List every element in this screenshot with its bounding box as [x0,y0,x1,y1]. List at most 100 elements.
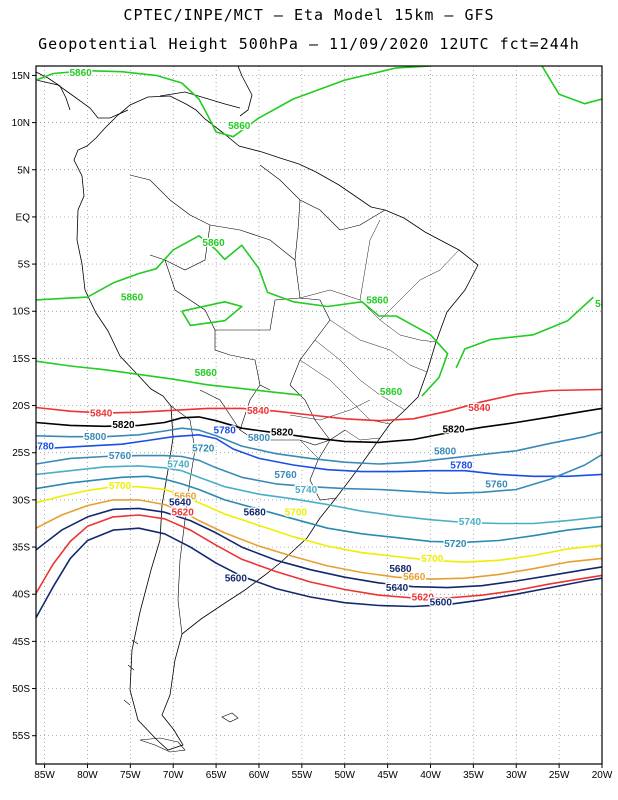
contour-5860 [36,360,302,396]
country-borders [129,164,386,635]
lat-tick-label: 30S [12,495,30,506]
contour-label-5640: 5680 [244,508,267,519]
lat-tick-label: 50S [12,684,30,695]
lon-tick-label: 80W [77,770,98,781]
height-contours [36,66,602,619]
contour-label-5860: 5860 [121,293,144,304]
axis-ticks: 15N 10N 5N EQ 5S 10S 15S 20S 25S 30S 35S 40S 45S 50S 5… [12,71,613,781]
contour-5740 [36,465,602,525]
map-frame [35,65,603,765]
tierra-del-fuego [123,639,186,753]
lat-tick-label: 15S [12,354,30,365]
lon-tick-label: 85W [34,770,55,781]
contour-5700 [36,485,602,563]
contour-label-5840: 5840 [247,406,270,417]
contour-label-5700: 5700 [421,554,444,565]
lon-tick-label: 35W [463,770,484,781]
title-line-1: CPTEC/INPE/MCT – Eta Model 15km – GFS [123,6,495,24]
lon-tick-label: 75W [120,770,141,781]
lat-tick-label: 35S [12,543,30,554]
contour-label-5860: 5860 [228,121,251,132]
contour-label-5740: 5740 [459,517,482,528]
lon-tick-label: 45W [377,770,398,781]
lat-tick-label: 5N [17,165,30,176]
lat-tick-label: EQ [16,212,31,223]
contour-label-5860: 5860 [195,368,218,379]
lon-tick-label: 55W [292,770,313,781]
contour-label-5860: 5860 [202,238,225,249]
lon-tick-label: 70W [163,770,184,781]
contour-label-5800: 5800 [84,432,107,443]
lat-tick-label: 55S [12,731,30,742]
contour-label-5860: 5860 [174,58,197,69]
contour-label-5780: 5780 [214,426,237,437]
contour-5720 [36,475,602,544]
contour-5860 [36,235,449,397]
contour-5860 [36,66,431,138]
contour-label-5640: 5640 [169,497,192,508]
lon-tick-label: 25W [549,770,570,781]
contour-5840 [36,388,602,422]
lat-tick-label: 40S [12,590,30,601]
contour-label-5780: 5780 [450,460,473,471]
falkland-islands [221,712,239,723]
contour-label-5860: 5860 [366,295,389,306]
contour-5780 [36,434,602,478]
contour-label-5760: 5760 [485,479,508,490]
contour-label-5720: 5720 [444,539,467,550]
contour-label-5800: 5800 [434,446,457,457]
contour-5640 [36,507,602,589]
contour-label-5860: 5860 [595,299,618,310]
contour-label-5700: 5700 [109,481,132,492]
contour-label-5680: 5660 [174,492,197,503]
lat-tick-label: 20S [12,401,30,412]
contour-5600 [36,527,602,619]
contour-label-5760: 5760 [274,470,297,481]
contour-5800 [36,427,602,465]
contour-label-5780: 5780 [32,442,55,453]
contour-label-5820: 5820 [443,425,466,436]
contour-label-5800: 5800 [248,433,271,444]
contour-5820 [36,407,602,444]
contour-label-5860: 5860 [380,387,403,398]
contour-label-5680: 5660 [403,572,426,583]
contour-5860 [541,66,602,105]
lon-tick-label: 60W [249,770,270,781]
contour-label-5600: 5600 [225,574,248,585]
lat-tick-label: 15N [12,71,30,82]
contour-label-5700: 5700 [285,508,308,519]
lon-tick-label: 20W [592,770,613,781]
title-line-2: Geopotential Height 500hPa – 11/09/2020 … [38,35,580,53]
contour-label-5840: 5840 [468,403,491,414]
contour-5760 [36,453,602,495]
lat-tick-label: 25S [12,448,30,459]
lon-tick-label: 50W [334,770,355,781]
contour-label-5860: 5860 [69,68,92,79]
contour-labels: 5860 5860 5860 5860 5860 5860 5860 5860 5860 5840… [32,58,618,610]
contour-label-5740: 5740 [295,485,318,496]
contour-5860 [455,296,594,369]
coastlines-and-borders [36,66,479,753]
yucatan-coastline [36,71,71,111]
contour-label-5620: 5620 [412,593,435,604]
contour-label-5640: 5680 [389,564,412,575]
lat-lon-grid [36,66,603,764]
contour-label-5820: 5820 [112,420,135,431]
contour-label-5600: 5600 [430,597,453,608]
contour-5620 [36,514,602,599]
lat-tick-label: 5S [18,260,31,271]
lon-tick-label: 40W [420,770,441,781]
contour-label-5820: 5820 [271,427,294,438]
contour-label-5760: 5760 [109,451,132,462]
contour-5680 [36,499,602,580]
south-america-coastline [73,95,479,751]
contour-label-5740: 5740 [167,460,190,471]
lat-tick-label: 10N [12,118,30,129]
contour-label-5840: 5840 [90,409,113,420]
contour-label-5640: 5640 [386,583,409,594]
lon-tick-label: 30W [506,770,527,781]
contour-5860 [181,301,243,327]
contour-label-5720: 5720 [192,444,215,455]
lat-tick-label: 10S [12,307,30,318]
